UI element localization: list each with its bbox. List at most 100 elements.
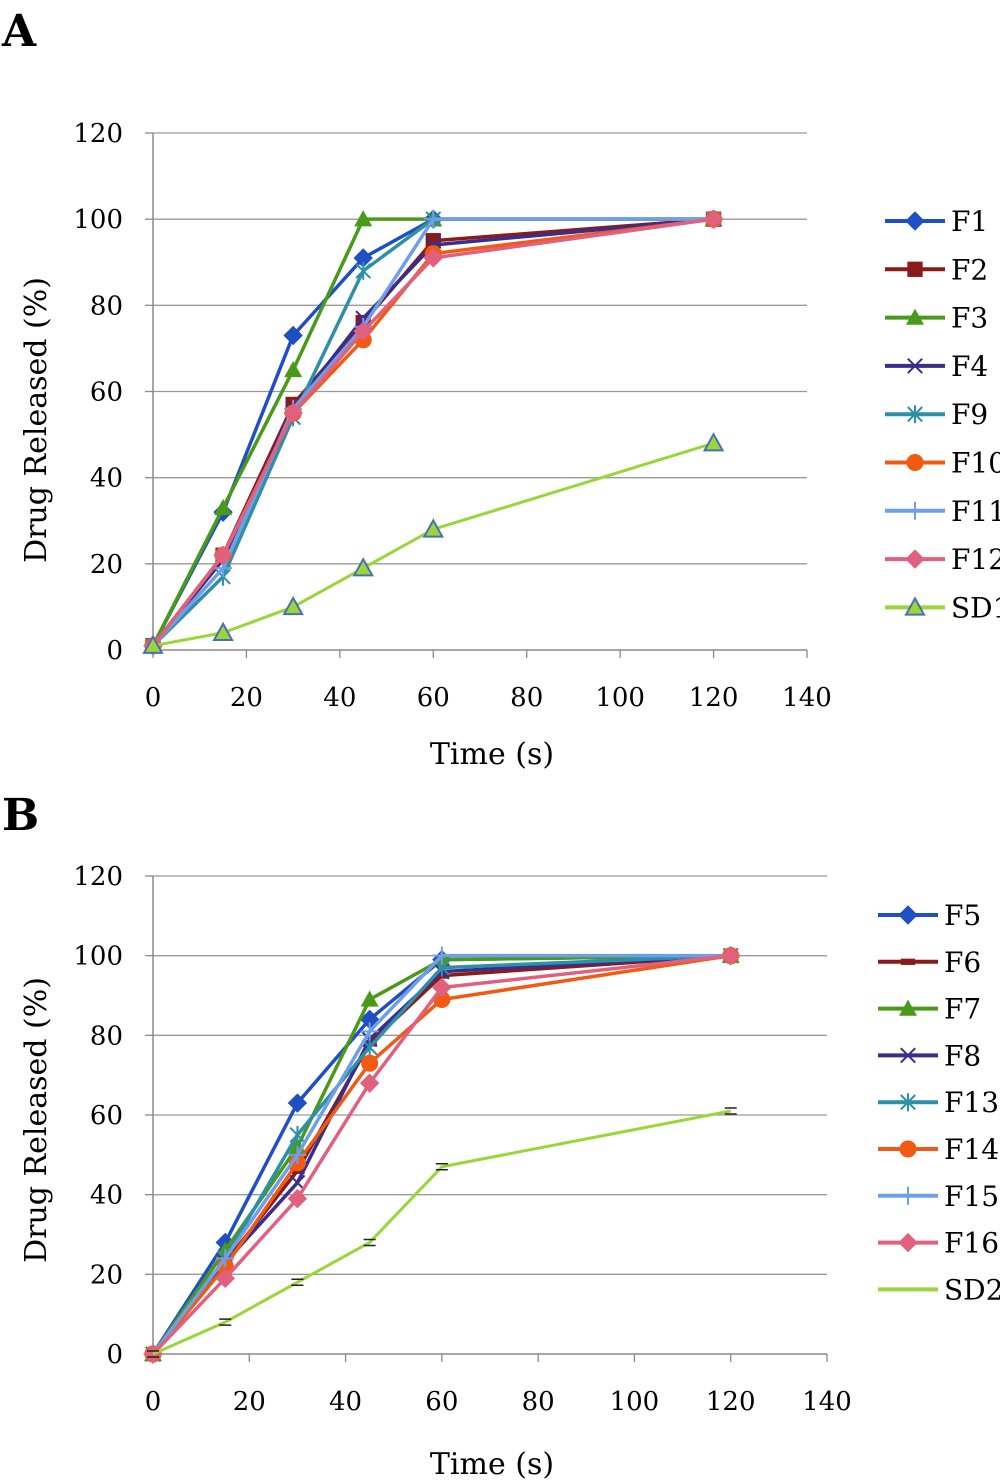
- data-point-sd1: [422, 518, 444, 538]
- data-point-sd1: [702, 432, 725, 452]
- legend-marker: [899, 1186, 917, 1205]
- legend-marker: [907, 405, 923, 424]
- axes: [145, 875, 828, 1362]
- legend-marker: [900, 1093, 916, 1112]
- legend-item-f15: F15: [878, 1180, 999, 1213]
- y-tick-label: 80: [90, 1021, 123, 1051]
- series-line-sd1: [152, 441, 715, 648]
- legend-item-f12: F12: [885, 543, 1000, 576]
- legend-label: F12: [951, 543, 1000, 576]
- legend-label: F2: [951, 253, 988, 286]
- legend-marker: [906, 453, 924, 472]
- x-tick-label: 140: [802, 1387, 852, 1417]
- legend-marker: [900, 1047, 916, 1064]
- legend-label: F13: [944, 1086, 999, 1119]
- legend-item-f9: F9: [885, 398, 988, 431]
- y-tick-label: 120: [73, 862, 123, 892]
- legend-item-f8: F8: [878, 1039, 981, 1072]
- series-line-sd2: [152, 1109, 731, 1356]
- y-tick-label: 60: [90, 1101, 123, 1131]
- series-line-f14: [151, 953, 731, 1356]
- series-line-f5: [151, 953, 731, 1355]
- legend-label: F4: [951, 350, 988, 383]
- data-point-sd1: [352, 557, 374, 577]
- legend: F5 F6 F7 F8 F13 F14 F15 F16 SD2: [878, 899, 1000, 1306]
- legend-marker: [906, 501, 924, 520]
- legend-marker: [907, 261, 923, 277]
- series-line-f1: [151, 217, 714, 647]
- data-point-sd1: [212, 621, 234, 641]
- series-line-f3: [151, 217, 714, 647]
- y-tick-label: 20: [90, 1260, 123, 1290]
- y-tick-label: 100: [73, 942, 123, 972]
- legend-item-f10: F10: [885, 447, 1000, 480]
- series-line-f12: [151, 217, 714, 647]
- legend-marker: [899, 1140, 917, 1158]
- data-point-f12: [703, 209, 724, 229]
- legend-item-sd1: SD1: [885, 591, 1000, 624]
- legend-item-f5: F5: [878, 899, 981, 932]
- x-tick-label: 80: [510, 683, 543, 713]
- data-point-f14: [361, 1054, 379, 1072]
- x-tick-label: 40: [329, 1387, 362, 1417]
- data-point-f11: [424, 210, 443, 229]
- x-tick-label: 20: [233, 1387, 266, 1417]
- series-line-f8: [151, 953, 731, 1356]
- x-tick-label: 140: [782, 683, 832, 713]
- legend-marker: [907, 357, 923, 374]
- legend-marker: [900, 958, 916, 965]
- data-point-f12: [353, 321, 373, 341]
- data-point-f12: [423, 248, 443, 268]
- x-tick-label: 100: [595, 683, 645, 713]
- legend-label: F15: [944, 1180, 999, 1213]
- panel-label-b: B: [2, 790, 39, 841]
- legend-label: F11: [951, 495, 1000, 528]
- legend-marker: [905, 549, 925, 569]
- legend-label: SD1: [951, 591, 1000, 624]
- x-tick-label: 100: [610, 1387, 660, 1417]
- legend-marker: [898, 1232, 918, 1253]
- grid-lines: [153, 875, 827, 1275]
- data-point-f7: [360, 990, 379, 1007]
- series-line-f10: [151, 217, 714, 647]
- data-point-f15: [360, 1022, 379, 1041]
- legend-item-f6: F6: [878, 946, 981, 979]
- x-tick-label: 120: [689, 683, 739, 713]
- data-point-f16: [721, 945, 741, 966]
- series-line-f15: [151, 953, 731, 1356]
- legend-item-f14: F14: [878, 1133, 999, 1166]
- legend-marker: [904, 596, 926, 616]
- legend-item-f3: F3: [885, 302, 988, 335]
- data-point-sd2: [219, 1318, 232, 1326]
- x-tick-label: 60: [417, 683, 450, 713]
- series-line-f7: [151, 953, 731, 1356]
- x-tick-label: 80: [522, 1387, 555, 1417]
- y-tick-labels: 0 20 40 60 80 100 120: [73, 119, 123, 666]
- legend-label: F8: [944, 1039, 981, 1072]
- data-point-f12: [213, 545, 233, 565]
- x-tick-labels: 0 20 40 60 80 100 120 140: [145, 683, 832, 713]
- x-tick-label: 60: [425, 1387, 458, 1417]
- data-point-f15: [432, 946, 451, 965]
- legend-item-f11: F11: [885, 495, 1000, 528]
- y-tick-label: 100: [73, 205, 123, 235]
- x-axis-title: Time (s): [430, 737, 554, 772]
- x-axis-title: Time (s): [430, 1447, 554, 1482]
- legend-item-f13: F13: [878, 1086, 999, 1119]
- legend: F1 F2 F3 F4 F9 F10 F11 F12 SD1: [885, 205, 1000, 624]
- legend-label: F16: [944, 1227, 999, 1260]
- panel-label-a: A: [1, 6, 37, 57]
- data-point-f13: [289, 1125, 306, 1144]
- data-point-sd2: [291, 1278, 304, 1287]
- data-point-f3: [284, 360, 303, 378]
- legend-label: F7: [944, 993, 981, 1026]
- legend-marker: [905, 211, 925, 231]
- data-point-sd2: [724, 1107, 737, 1115]
- legend-item-f4: F4: [885, 350, 988, 383]
- legend-label: F10: [951, 447, 1000, 480]
- y-tick-label: 0: [106, 1340, 123, 1370]
- data-point-f16: [432, 977, 452, 998]
- x-tick-label: 0: [145, 1387, 162, 1417]
- data-point-f8: [289, 1174, 306, 1191]
